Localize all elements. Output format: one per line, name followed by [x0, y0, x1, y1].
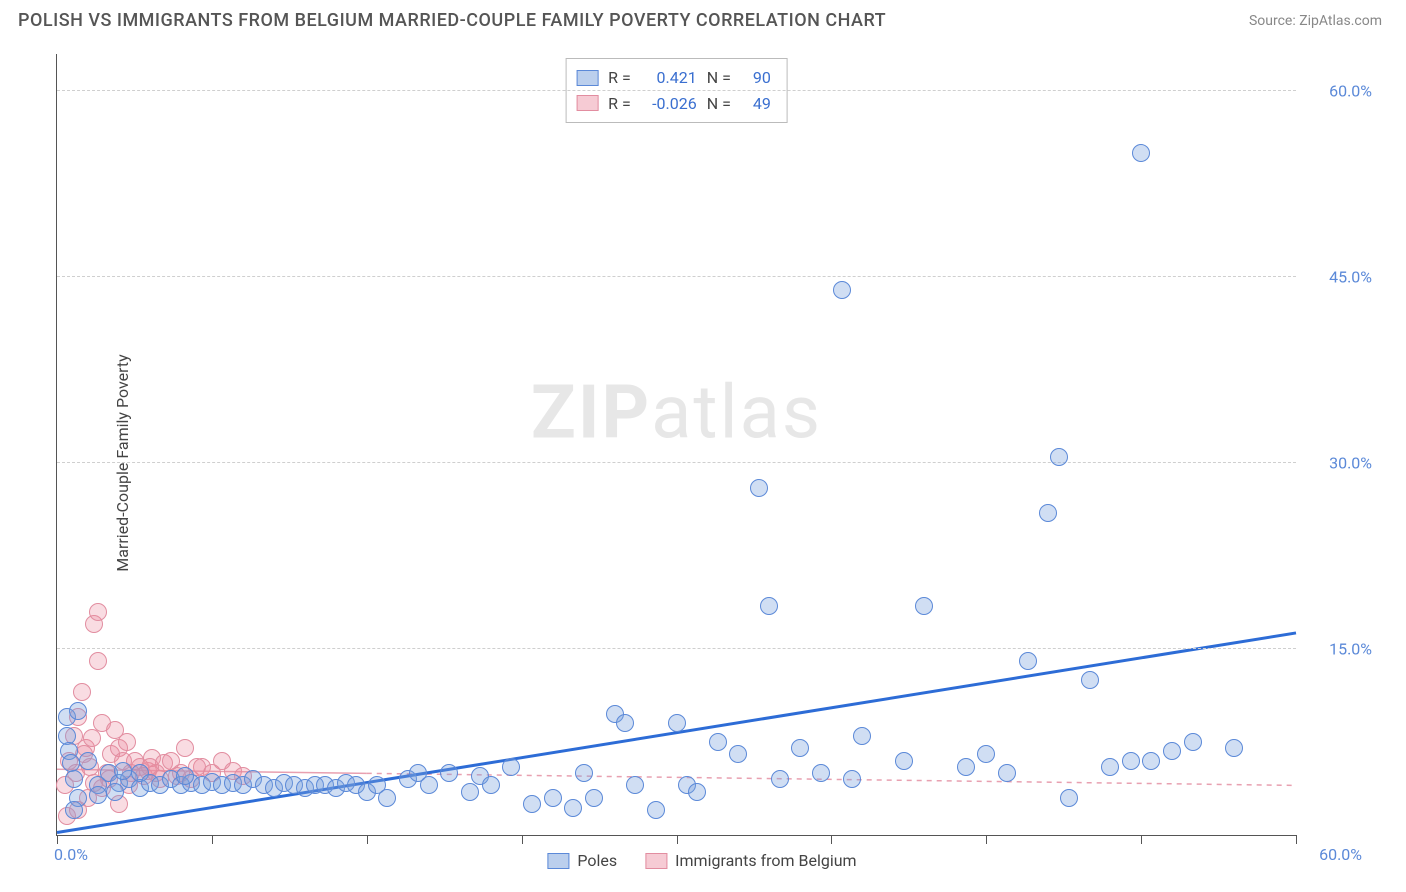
data-point [79, 752, 97, 770]
data-point [812, 764, 830, 782]
x-tick [986, 835, 987, 844]
data-point [1163, 742, 1181, 760]
chart-title: POLISH VS IMMIGRANTS FROM BELGIUM MARRIE… [18, 10, 886, 31]
chart-header: POLISH VS IMMIGRANTS FROM BELGIUM MARRIE… [0, 0, 1406, 35]
legend-item-pink: Immigrants from Belgium [645, 851, 856, 870]
legend-item-blue: Poles [547, 851, 617, 870]
data-point [523, 795, 541, 813]
data-point [771, 770, 789, 788]
data-point [73, 683, 91, 701]
data-point [998, 764, 1016, 782]
data-point [616, 714, 634, 732]
x-tick [1296, 835, 1297, 844]
data-point [729, 745, 747, 763]
x-tick [1141, 835, 1142, 844]
x-axis-min-label: 0.0% [54, 845, 88, 864]
x-tick [831, 835, 832, 844]
y-tick-label: 15.0% [1329, 640, 1372, 659]
swatch-blue-icon [547, 853, 569, 869]
data-point [915, 597, 933, 615]
plot-region: ZIPatlas R = 0.421 N = 90 R = -0.026 N =… [56, 54, 1296, 836]
data-point [106, 783, 124, 801]
data-point [1019, 652, 1037, 670]
data-point [544, 789, 562, 807]
data-point [1225, 739, 1243, 757]
gridline [57, 648, 1296, 649]
data-point [440, 764, 458, 782]
data-point [709, 733, 727, 751]
x-tick [677, 835, 678, 844]
data-point [750, 479, 768, 497]
swatch-pink-icon [645, 853, 667, 869]
bottom-legend: Poles Immigrants from Belgium [547, 851, 856, 870]
data-point [647, 801, 665, 819]
data-point [83, 729, 101, 747]
data-point [760, 597, 778, 615]
data-point [89, 603, 107, 621]
swatch-pink-icon [576, 95, 598, 111]
data-point [461, 783, 479, 801]
data-point [688, 783, 706, 801]
data-point [118, 733, 136, 751]
data-point [957, 758, 975, 776]
gridline [57, 276, 1296, 277]
data-point [585, 789, 603, 807]
gridline [57, 462, 1296, 463]
data-point [502, 758, 520, 776]
data-point [65, 770, 83, 788]
data-point [176, 739, 194, 757]
gridline [57, 90, 1296, 91]
y-tick-label: 60.0% [1329, 82, 1372, 101]
data-point [564, 799, 582, 817]
data-point [1050, 448, 1068, 466]
data-point [1184, 733, 1202, 751]
data-point [176, 767, 194, 785]
stats-row-blue: R = 0.421 N = 90 [576, 65, 771, 91]
data-point [791, 739, 809, 757]
x-tick [367, 835, 368, 844]
data-point [853, 727, 871, 745]
x-tick [522, 835, 523, 844]
chart-area: Married-Couple Family Poverty ZIPatlas R… [18, 44, 1386, 882]
data-point [833, 281, 851, 299]
data-point [895, 752, 913, 770]
data-point [1039, 504, 1057, 522]
data-point [1060, 789, 1078, 807]
data-point [114, 762, 132, 780]
y-tick-label: 30.0% [1329, 454, 1372, 473]
swatch-blue-icon [576, 70, 598, 86]
data-point [1101, 758, 1119, 776]
data-point [89, 652, 107, 670]
data-point [1142, 752, 1160, 770]
data-point [420, 776, 438, 794]
chart-source: Source: ZipAtlas.com [1249, 13, 1382, 29]
data-point [1132, 144, 1150, 162]
data-point [1122, 752, 1140, 770]
data-point [378, 789, 396, 807]
data-point [65, 801, 83, 819]
y-tick-label: 45.0% [1329, 268, 1372, 287]
x-tick [212, 835, 213, 844]
data-point [1081, 671, 1099, 689]
x-axis-max-label: 60.0% [1319, 845, 1362, 864]
data-point [482, 776, 500, 794]
x-tick [57, 835, 58, 844]
data-point [89, 786, 107, 804]
stats-row-pink: R = -0.026 N = 49 [576, 91, 771, 117]
data-point [626, 776, 644, 794]
data-point [977, 745, 995, 763]
data-point [575, 764, 593, 782]
data-point [69, 702, 87, 720]
data-point [668, 714, 686, 732]
data-point [843, 770, 861, 788]
